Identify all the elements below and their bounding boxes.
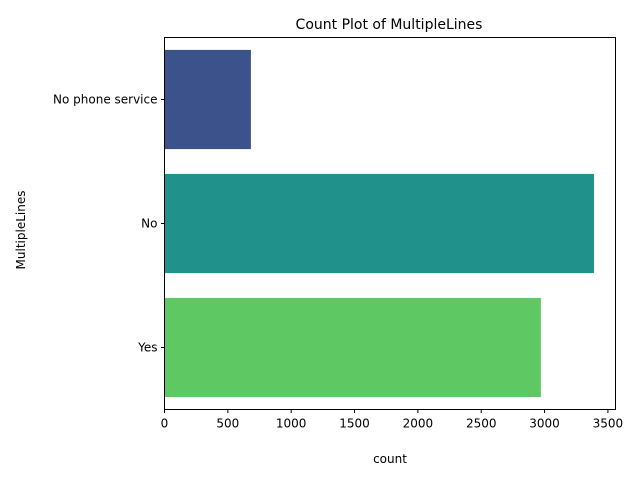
y-tick-label: No	[141, 217, 157, 231]
bar-yes	[164, 297, 541, 398]
y-tick-label: Yes	[137, 341, 157, 355]
bar-no-phone-service	[164, 49, 251, 150]
x-tick-label: 2000	[403, 417, 434, 431]
x-tick-label: 1500	[339, 417, 370, 431]
y-tick-label: No phone service	[53, 93, 157, 107]
x-tick-label: 500	[216, 417, 239, 431]
x-tick-label: 1000	[276, 417, 307, 431]
y-axis: No phone service No Yes	[53, 93, 165, 355]
x-tick-label: 0	[161, 417, 169, 431]
bars-layer	[164, 49, 594, 398]
x-axis-label: count	[373, 452, 407, 466]
x-tick-label: 3000	[529, 417, 560, 431]
x-tick-label: 3500	[593, 417, 624, 431]
x-tick-label: 2500	[466, 417, 497, 431]
chart-title: Count Plot of MultipleLines	[296, 17, 483, 33]
y-axis-label: MultipleLines	[14, 191, 28, 270]
bar-no	[164, 173, 594, 274]
x-axis: 0 500 1000 1500 2000 2500 3000 3500	[161, 409, 624, 431]
